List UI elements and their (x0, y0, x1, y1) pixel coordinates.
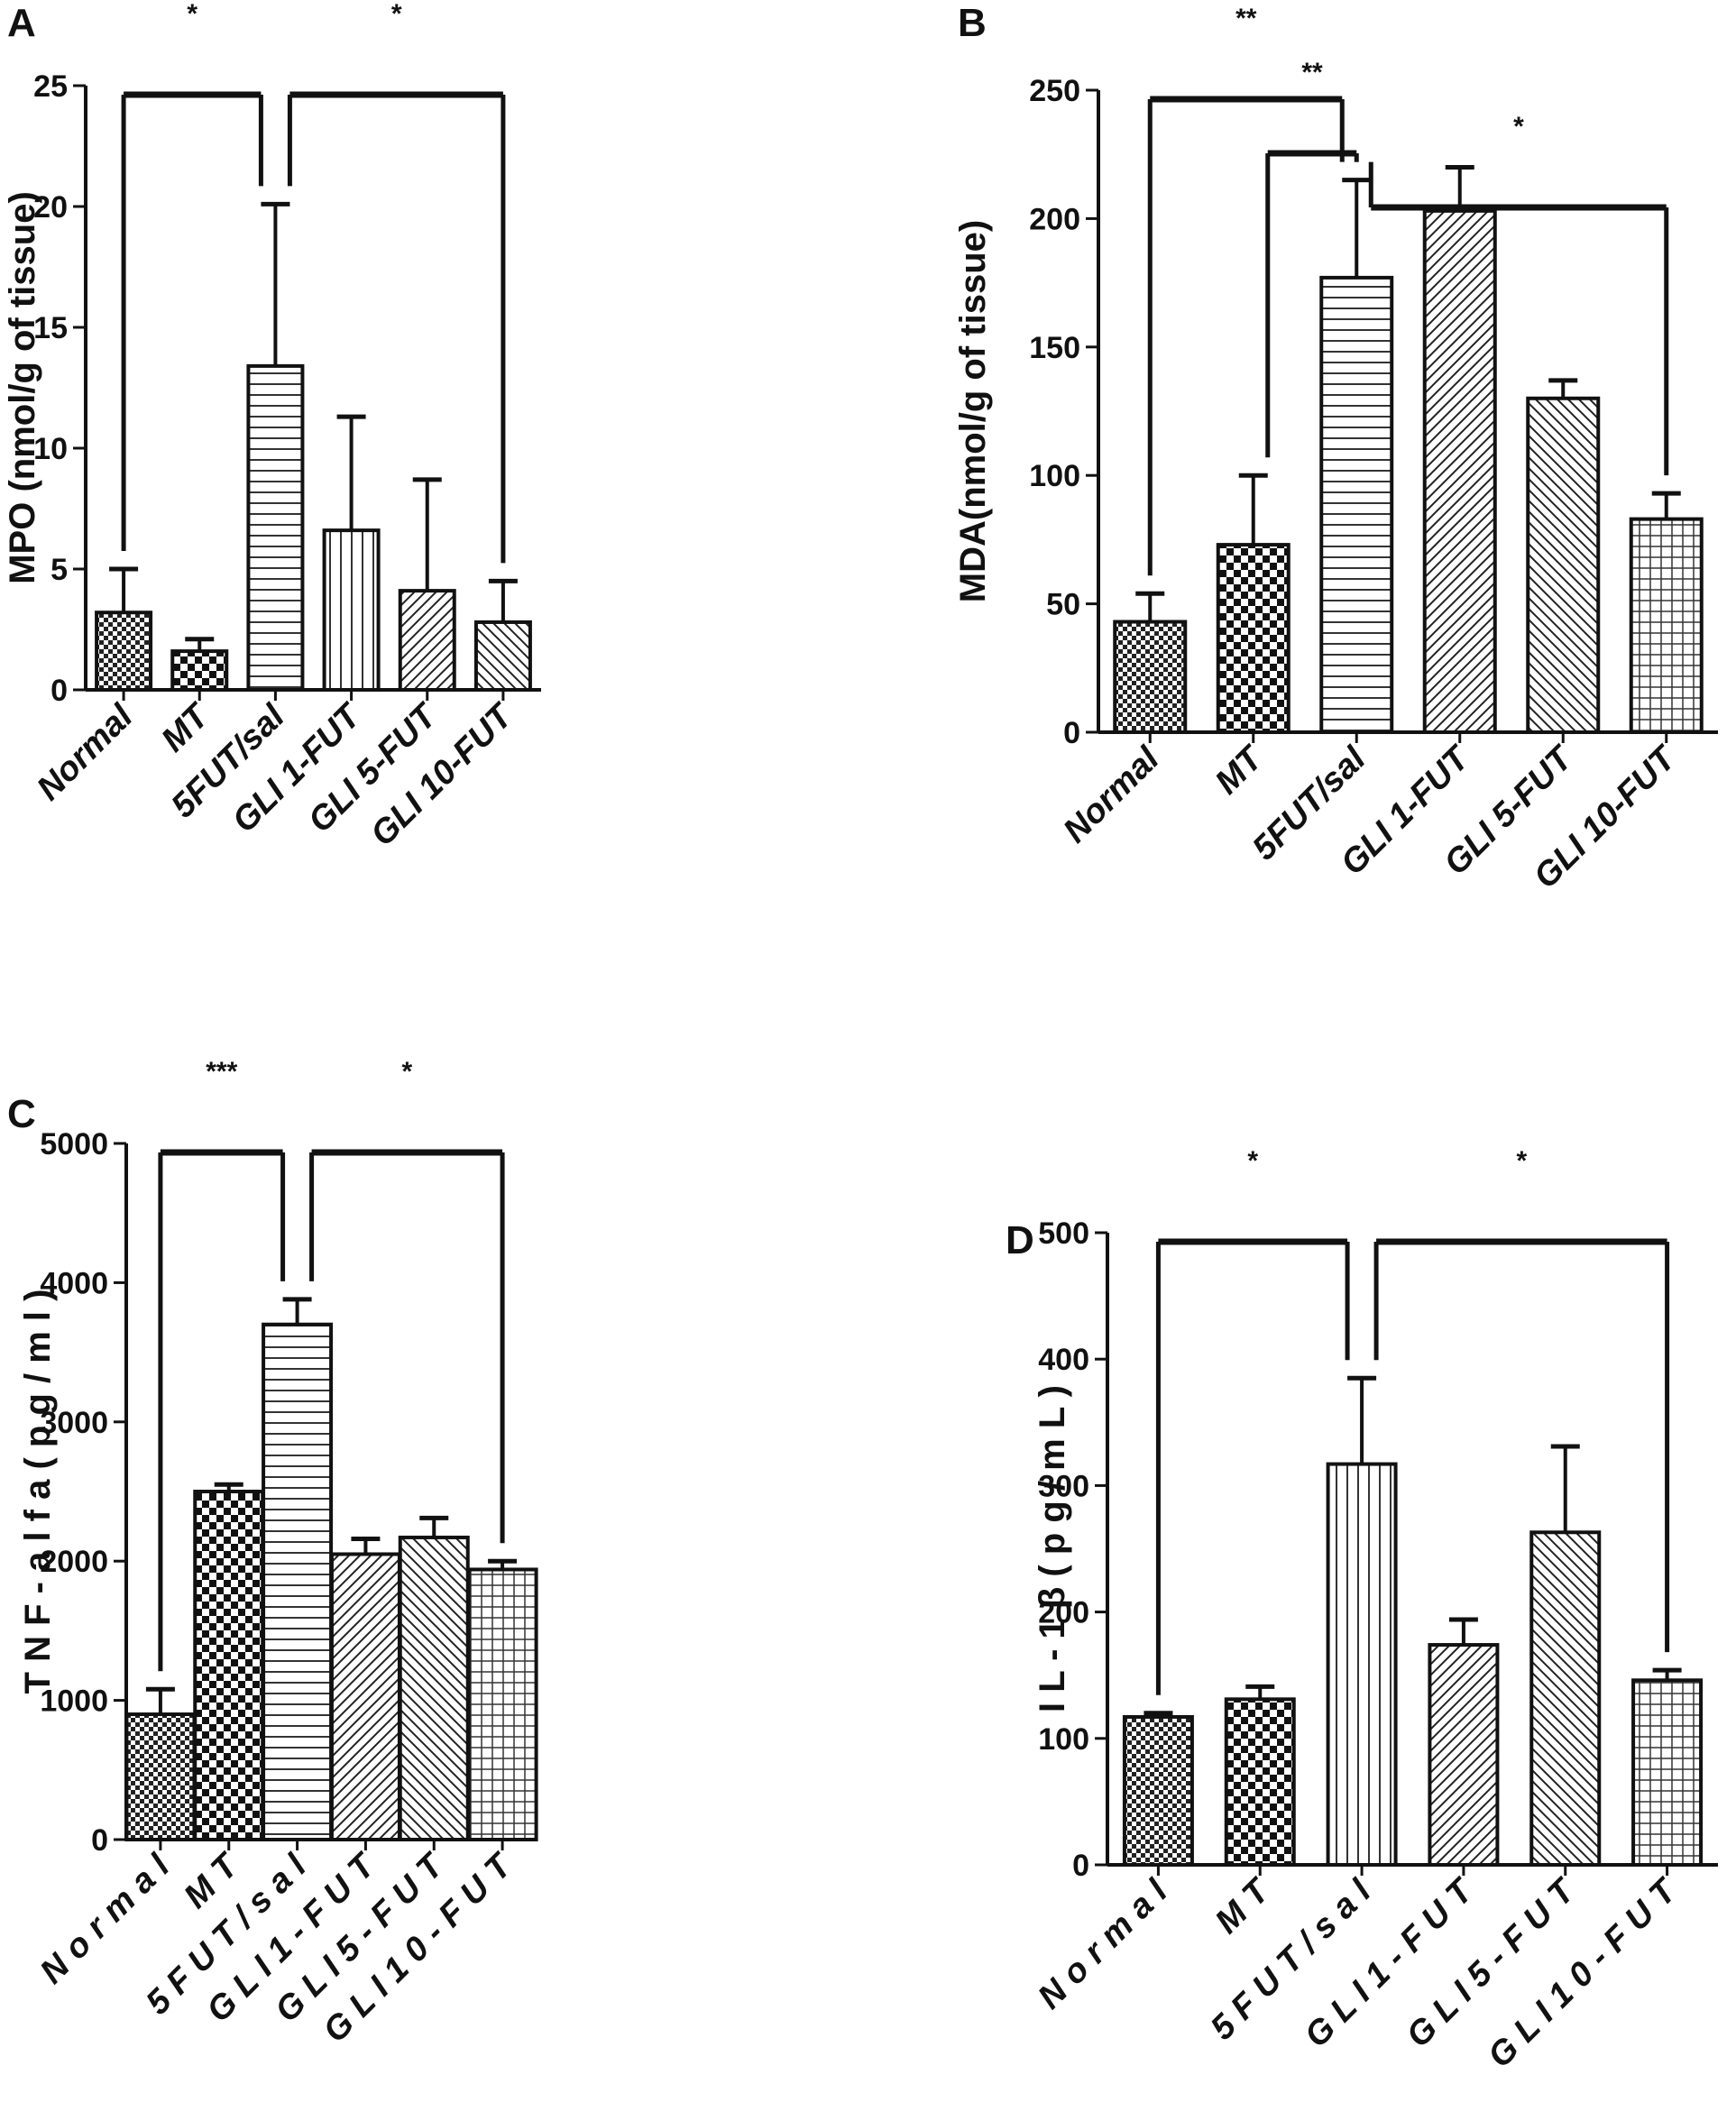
bar (1216, 543, 1291, 735)
y-axis-label: I L - 1 β ( p g / m L ) (1033, 1385, 1072, 1712)
y-tick-label: 200 (1029, 202, 1080, 236)
y-tick-label: 50 (1046, 588, 1080, 622)
bar (398, 1535, 470, 1842)
category-label: G L I 1 0 - F U T (1481, 1871, 1685, 2076)
y-tick-label: 100 (1029, 459, 1080, 493)
bar (95, 610, 153, 692)
bar (1631, 1678, 1704, 1867)
category-label: MT (1208, 739, 1272, 802)
bar (193, 1490, 265, 1841)
bar (1629, 517, 1704, 735)
chart-panel-c: C 0 1000 2000 3000 4000 5000 T N F - a l f a ( … (7, 1057, 538, 2050)
y-tick-label: 3000 (40, 1406, 108, 1440)
bar (124, 1712, 197, 1842)
bar (1529, 1530, 1602, 1868)
y-axis-label: MDA(nmol/g of tissue) (953, 220, 993, 602)
y-tick-label: 0 (51, 674, 68, 708)
significance-marker: ** (1235, 4, 1257, 33)
bar (329, 1552, 401, 1841)
category-label: M T (1208, 1871, 1279, 1941)
bar (1428, 1643, 1500, 1867)
chart-panel-a: A 0 5 10 15 20 25 MPO (nmol/g of tissue) Normal M… (3, 0, 541, 854)
panel-letter: D (1006, 1218, 1034, 1262)
y-tick-label: 150 (1029, 331, 1080, 365)
y-tick-label: 4000 (40, 1266, 108, 1300)
bar (246, 363, 305, 692)
category-label: Normal (1056, 739, 1167, 850)
significance-marker: * (391, 0, 402, 29)
significance-marker: * (1247, 1146, 1258, 1176)
y-tick-label: 400 (1038, 1343, 1089, 1377)
y-tick-label: 20 (33, 190, 68, 225)
bar (322, 528, 381, 692)
panel-letter: B (958, 1, 987, 45)
bar (1326, 1462, 1398, 1868)
y-tick-label: 15 (33, 311, 68, 345)
panel-letter: C (7, 1092, 36, 1136)
bar (398, 589, 456, 692)
chart-panel-d: D 0 100 200 300 400 500 I L - 1 β ( p g / m L )… (1006, 1146, 1718, 2075)
y-tick-label: 5 (51, 553, 68, 587)
significance-marker: * (187, 0, 197, 29)
bar (1526, 396, 1601, 734)
bar (1113, 620, 1188, 735)
chart-panel-b: B 0 50 100 150 200 250 MDA(nmol/g of tissue) Nor… (953, 1, 1718, 896)
category-label: N o r m a l (1031, 1872, 1176, 2017)
bar (1224, 1697, 1296, 1868)
bar (262, 1322, 334, 1841)
y-tick-label: 100 (1038, 1722, 1089, 1757)
significance-marker: ** (1301, 58, 1323, 87)
y-tick-label: 2000 (40, 1545, 108, 1579)
y-tick-label: 250 (1029, 74, 1080, 108)
significance-marker: * (1513, 112, 1524, 142)
bar (1122, 1714, 1194, 1867)
bar (1422, 208, 1497, 734)
significance-marker: * (1516, 1146, 1527, 1176)
bar (1319, 275, 1394, 734)
y-tick-label: 500 (1038, 1216, 1089, 1251)
y-axis-label: T N F - a l f a ( p g / m l ) (18, 1290, 58, 1694)
y-tick-label: 5000 (40, 1127, 108, 1161)
bar (466, 1567, 538, 1841)
y-tick-label: 200 (1038, 1596, 1089, 1630)
bar (170, 649, 229, 692)
category-label: MT (154, 696, 217, 759)
panel-letter: A (7, 1, 36, 45)
significance-marker: *** (206, 1057, 237, 1087)
significance-marker: * (401, 1057, 412, 1087)
y-tick-label: 10 (33, 432, 68, 466)
y-tick-label: 0 (1072, 1849, 1089, 1883)
y-tick-label: 0 (1063, 716, 1080, 750)
category-label: Normal (30, 697, 141, 808)
y-tick-label: 25 (33, 69, 68, 104)
category-label: N o r m a l (33, 1847, 179, 1992)
y-axis-label: MPO (nmol/g of tissue) (3, 191, 42, 584)
y-tick-label: 0 (91, 1823, 108, 1858)
y-tick-label: 300 (1038, 1469, 1089, 1503)
y-tick-label: 1000 (40, 1684, 108, 1719)
bar (473, 620, 532, 693)
